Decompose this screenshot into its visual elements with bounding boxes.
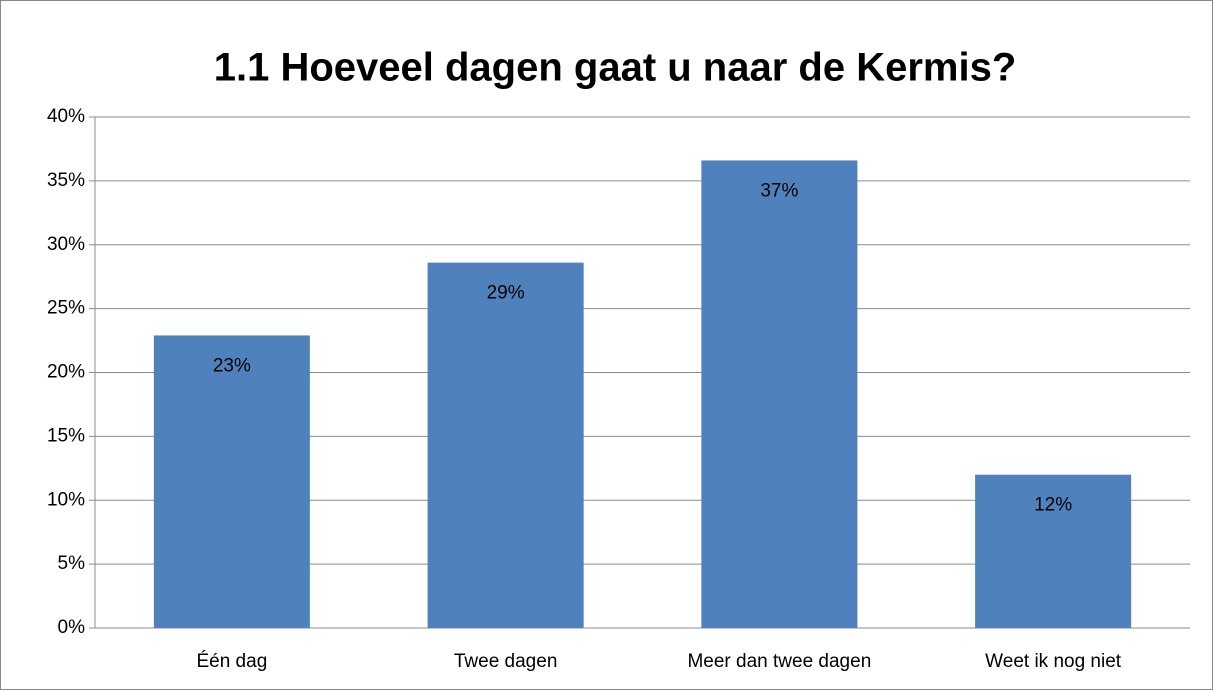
bar [701,160,858,628]
y-tick-label: 10% [47,489,85,510]
y-tick-label: 0% [58,617,86,638]
data-label: 37% [760,180,798,201]
data-label: 12% [1034,495,1072,516]
y-tick-label: 40% [47,106,85,127]
y-tick-label: 20% [47,362,85,383]
y-tick-label: 15% [47,425,85,446]
chart-title: 1.1 Hoeveel dagen gaat u naar de Kermis? [214,46,1017,90]
data-label: 23% [213,355,251,376]
y-tick-label: 25% [47,298,85,319]
bar [975,474,1132,628]
bar [153,335,310,628]
y-tick-label: 35% [47,170,85,191]
data-label: 29% [487,283,525,304]
x-tick-label: Één dag [196,651,267,672]
y-tick-label: 5% [58,553,86,574]
x-tick-label: Twee dagen [454,651,558,672]
y-tick-label: 30% [47,234,85,255]
x-tick-label: Weet ik nog niet [985,651,1122,672]
bar [427,262,584,628]
x-tick-label: Meer dan twee dagen [687,651,871,672]
